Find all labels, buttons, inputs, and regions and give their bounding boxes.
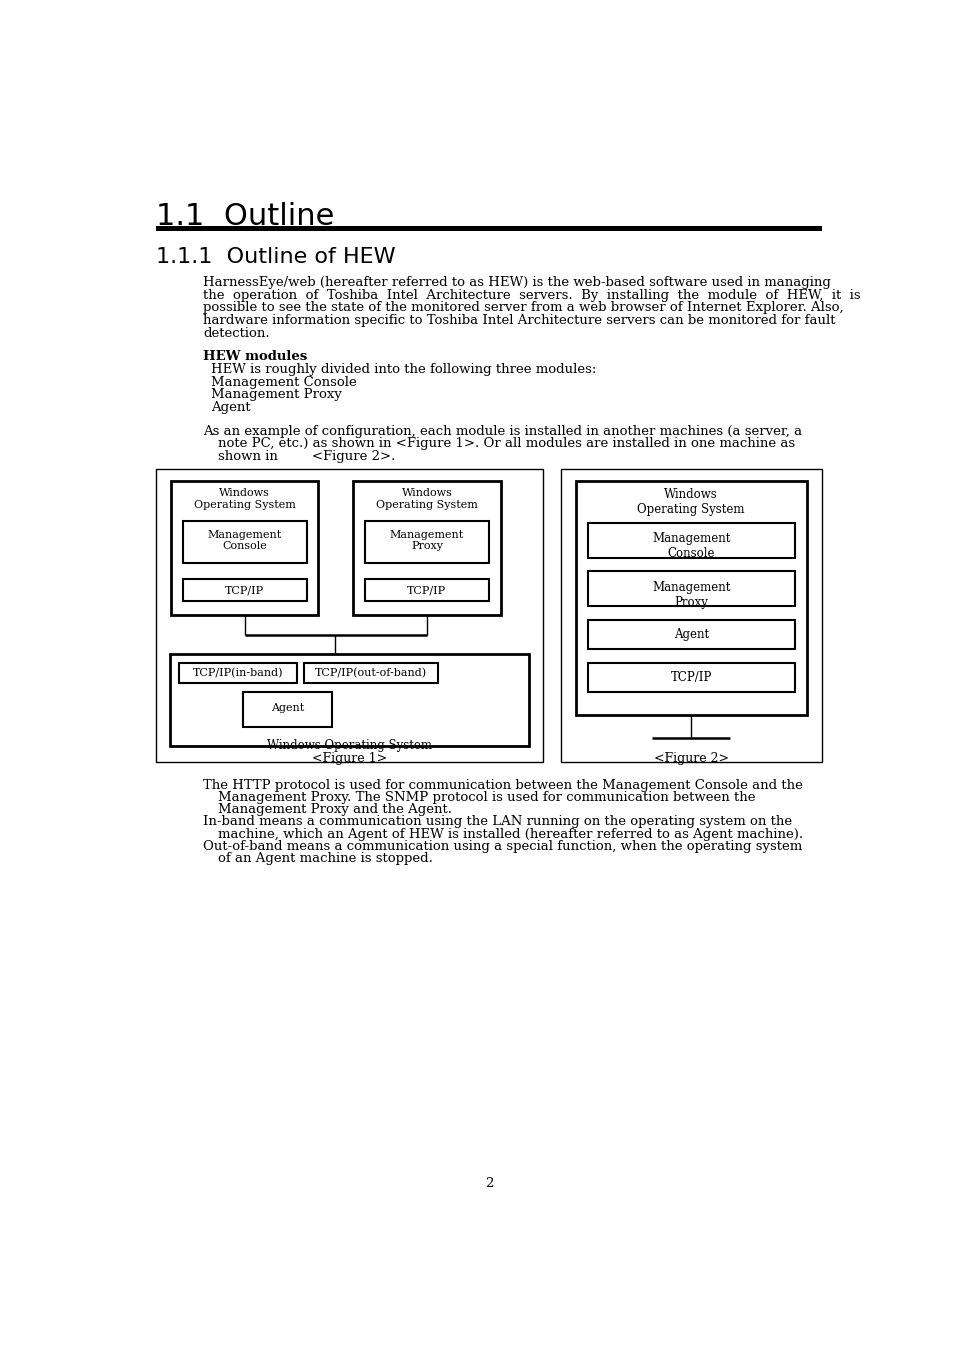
Text: 2: 2 <box>484 1177 493 1190</box>
Text: HEW modules: HEW modules <box>203 350 307 363</box>
Text: <Figure 2>: <Figure 2> <box>653 753 728 765</box>
Bar <box>587 523 794 558</box>
Bar <box>304 663 437 684</box>
Text: 1.1.1  Outline of HEW: 1.1.1 Outline of HEW <box>155 247 395 266</box>
Text: of an Agent machine is stopped.: of an Agent machine is stopped. <box>218 852 433 866</box>
Text: Management
Console: Management Console <box>208 530 282 551</box>
Text: shown in        <Figure 2>.: shown in <Figure 2>. <box>218 450 395 463</box>
Text: TCP/IP: TCP/IP <box>225 585 264 596</box>
Text: the  operation  of  Toshiba  Intel  Architecture  servers.  By  installing  the : the operation of Toshiba Intel Architect… <box>203 289 860 301</box>
Text: Management Proxy. The SNMP protocol is used for communication between the: Management Proxy. The SNMP protocol is u… <box>218 790 755 804</box>
Text: Windows
Operating System: Windows Operating System <box>637 488 744 516</box>
Text: Agent: Agent <box>271 703 304 713</box>
Bar <box>365 520 488 563</box>
Text: Management
Proxy: Management Proxy <box>651 581 730 608</box>
Bar <box>353 481 500 615</box>
Bar <box>560 469 821 762</box>
Text: <Figure 1>: <Figure 1> <box>312 753 387 765</box>
Bar <box>183 520 307 563</box>
Text: TCP/IP: TCP/IP <box>670 671 711 685</box>
Bar <box>587 620 794 648</box>
Text: possible to see the state of the monitored server from a web browser of Internet: possible to see the state of the monitor… <box>203 301 842 315</box>
Text: TCP/IP(in-band): TCP/IP(in-band) <box>193 669 283 678</box>
Bar <box>155 226 821 231</box>
Bar <box>170 654 529 746</box>
Bar <box>183 580 307 601</box>
Text: machine, which an Agent of HEW is installed (hereafter referred to as Agent mach: machine, which an Agent of HEW is instal… <box>218 828 802 840</box>
Text: Management Proxy: Management Proxy <box>211 389 341 401</box>
Bar <box>243 692 332 727</box>
Text: 1.1  Outline: 1.1 Outline <box>155 203 334 231</box>
Text: As an example of configuration, each module is installed in another machines (a : As an example of configuration, each mod… <box>203 424 801 438</box>
Bar <box>587 663 794 692</box>
Text: Management
Console: Management Console <box>651 532 730 561</box>
Text: The HTTP protocol is used for communication between the Management Console and t: The HTTP protocol is used for communicat… <box>203 778 802 792</box>
Text: Management Console: Management Console <box>211 376 356 389</box>
Bar <box>155 469 542 762</box>
Bar <box>179 663 296 684</box>
Bar <box>365 580 488 601</box>
Text: Agent: Agent <box>673 628 708 642</box>
Text: Windows
Operating System: Windows Operating System <box>375 488 477 509</box>
Text: Out-of-band means a communication using a special function, when the operating s: Out-of-band means a communication using … <box>203 840 801 852</box>
Text: HarnessEye/web (hereafter referred to as HEW) is the web-based software used in : HarnessEye/web (hereafter referred to as… <box>203 276 830 289</box>
Text: HEW is roughly divided into the following three modules:: HEW is roughly divided into the followin… <box>211 363 596 376</box>
Text: Windows
Operating System: Windows Operating System <box>193 488 295 509</box>
Text: hardware information specific to Toshiba Intel Architecture servers can be monit: hardware information specific to Toshiba… <box>203 315 835 327</box>
Text: TCP/IP(out-of-band): TCP/IP(out-of-band) <box>314 669 427 678</box>
Bar <box>587 571 794 607</box>
Text: Management
Proxy: Management Proxy <box>390 530 463 551</box>
Text: Management Proxy and the Agent.: Management Proxy and the Agent. <box>218 802 452 816</box>
Bar <box>576 481 806 716</box>
Text: detection.: detection. <box>203 327 270 340</box>
Text: TCP/IP: TCP/IP <box>407 585 446 596</box>
Text: Windows Operating System: Windows Operating System <box>267 739 432 753</box>
Bar <box>171 481 318 615</box>
Text: In-band means a communication using the LAN running on the operating system on t: In-band means a communication using the … <box>203 816 791 828</box>
Text: Agent: Agent <box>211 401 250 415</box>
Text: note PC, etc.) as shown in <Figure 1>. Or all modules are installed in one machi: note PC, etc.) as shown in <Figure 1>. O… <box>218 438 795 450</box>
